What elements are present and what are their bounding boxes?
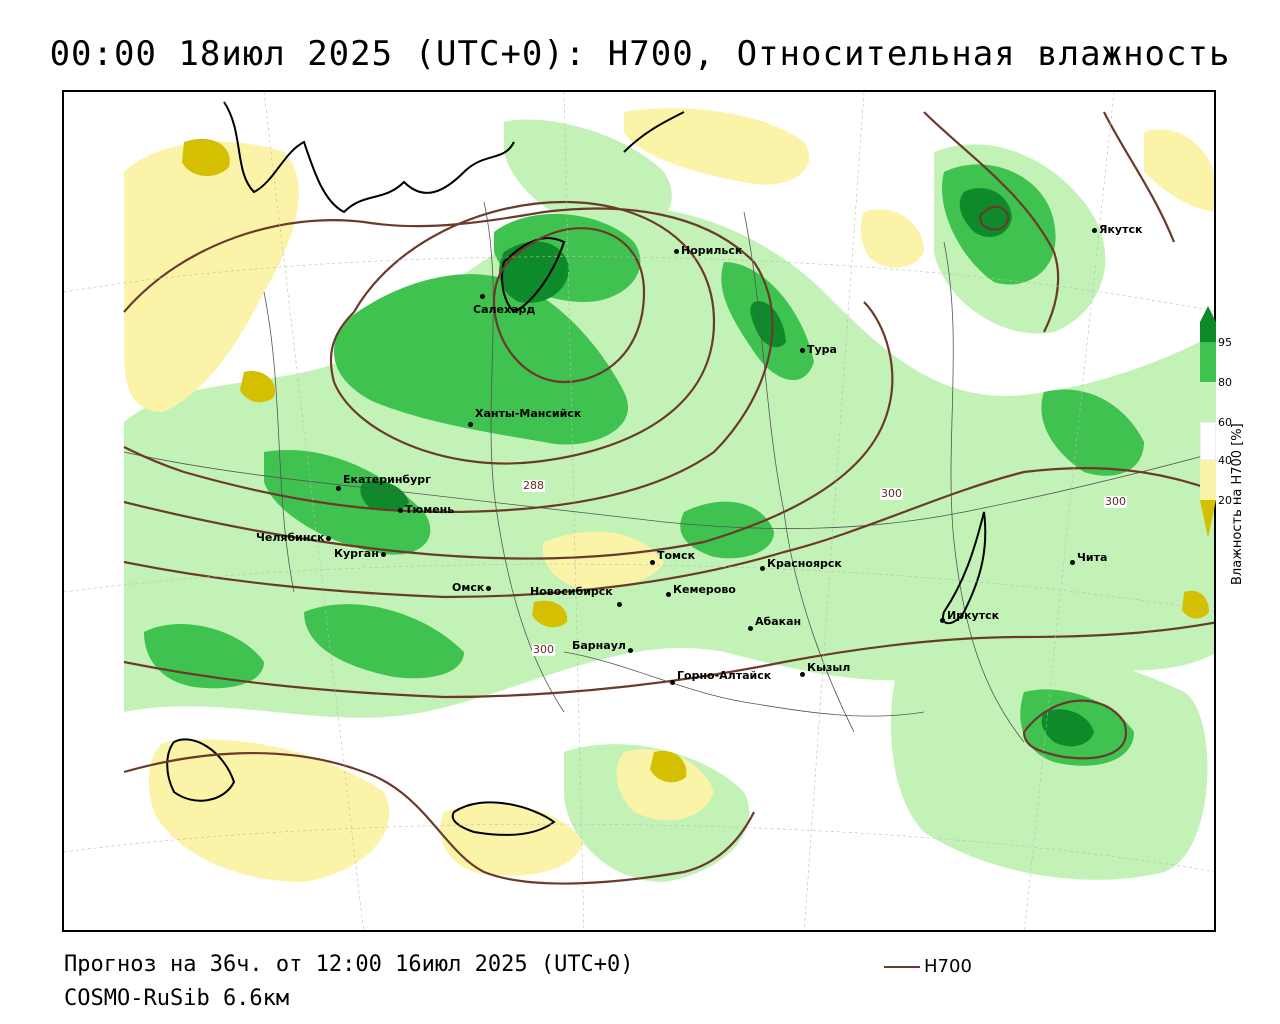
legend-tick: 60 <box>1218 416 1232 429</box>
humidity-fill-dry-dark <box>182 138 1209 783</box>
contour-line-legend: H700 <box>884 956 972 977</box>
city-tyumen: Тюмень <box>398 504 454 516</box>
city-dot <box>760 565 765 571</box>
city-dot <box>674 248 679 254</box>
city-salekhard: Салехард <box>473 290 549 316</box>
city-dot <box>670 679 675 685</box>
city-dot <box>800 347 805 353</box>
city-norilsk: Норильск <box>674 245 742 257</box>
city-dot <box>627 647 633 653</box>
city-label: Новосибирск <box>530 585 613 598</box>
city-kyzyl: Кызыл <box>800 662 850 680</box>
city-irkutsk: Иркутск <box>940 610 999 626</box>
city-label: Ханты-Мансийск <box>475 407 582 420</box>
city-chelyabinsk: Челябинск <box>256 532 333 544</box>
city-label: Якутск <box>1099 223 1143 236</box>
city-dot <box>666 591 671 597</box>
forecast-info: Прогноз на 36ч. от 12:00 16июл 2025 (UTC… <box>64 952 634 977</box>
humidity-fill-dark <box>360 188 1094 747</box>
city-dot <box>336 485 341 491</box>
city-kurgan: Курган <box>334 548 388 560</box>
colorbar-segment <box>1200 322 1216 342</box>
colorbar-segment <box>1200 342 1216 382</box>
city-label: Тюмень <box>405 503 455 516</box>
humidity-map-graphic <box>64 92 1214 930</box>
contour-label: 300 <box>880 487 903 500</box>
city-label: Красноярск <box>767 557 842 570</box>
city-dot <box>748 625 753 631</box>
city-dot <box>480 293 485 299</box>
legend-tick: 20 <box>1218 494 1232 507</box>
city-kemerovo: Кемерово <box>666 584 736 600</box>
city-dot <box>940 617 945 623</box>
region-borders <box>123 201 1214 743</box>
city-label: Абакан <box>755 615 802 628</box>
city-dot <box>1092 227 1097 233</box>
city-dot <box>380 551 386 557</box>
graticule <box>64 92 1214 930</box>
city-label: Норильск <box>681 244 743 257</box>
contour-line-swatch <box>884 966 920 968</box>
colorbar-top-arrow <box>1200 306 1216 322</box>
city-label: Чита <box>1077 551 1108 564</box>
city-dot <box>616 601 622 607</box>
city-gorno-altaysk: Горно-Алтайск <box>670 670 771 688</box>
city-dot <box>1070 559 1075 565</box>
city-label: Иркутск <box>947 609 1000 622</box>
city-dot <box>800 671 805 677</box>
city-yekaterinburg: Екатеринбург <box>336 474 431 494</box>
humidity-fill-dry-light <box>124 108 1214 882</box>
city-label: Барнаул <box>572 639 626 652</box>
city-label: Салехард <box>473 303 536 316</box>
city-label: Курган <box>334 547 379 560</box>
city-label: Кызыл <box>807 661 851 674</box>
city-dot <box>468 421 473 427</box>
city-tomsk: Томск <box>650 550 695 568</box>
city-omsk: Омск <box>452 582 493 594</box>
city-label: Челябинск <box>256 531 325 544</box>
h700-contours <box>123 111 1214 885</box>
city-novosibirsk: Новосибирск <box>530 585 624 607</box>
city-label: Тура <box>807 343 837 356</box>
city-dot <box>326 535 332 541</box>
city-label: Томск <box>657 549 696 562</box>
contour-line-label: H700 <box>924 956 972 977</box>
colorbar-bottom-arrow <box>1200 500 1216 538</box>
city-barnaul: Барнаул <box>572 639 635 653</box>
legend-tick: 95 <box>1218 336 1232 349</box>
city-dot <box>650 559 655 565</box>
map-area: 288 300 300 300 Салехард Норильск Тура Я… <box>62 90 1216 932</box>
contour-label: 300 <box>532 643 555 656</box>
colorbar-segment <box>1200 382 1216 422</box>
city-dot <box>486 585 492 591</box>
city-label: Кемерово <box>673 583 736 596</box>
model-name: COSMO-RuSib 6.6км <box>64 986 290 1011</box>
city-krasnoyarsk: Красноярск <box>760 558 842 574</box>
city-abakan: Абакан <box>748 616 801 634</box>
contour-label: 288 <box>522 479 545 492</box>
city-dot <box>398 507 403 513</box>
colorbar-segment <box>1200 460 1216 500</box>
humidity-colorbar <box>1200 306 1216 538</box>
legend-tick: 40 <box>1218 454 1232 467</box>
colorbar-segment <box>1200 421 1216 461</box>
city-tura: Тура <box>800 344 837 356</box>
contour-label: 300 <box>1104 495 1127 508</box>
legend-title: Влажность на H700 [%] <box>1230 423 1245 585</box>
city-khanty-mansiysk: Ханты-Мансийск <box>468 408 581 430</box>
legend-tick: 80 <box>1218 376 1232 389</box>
city-label: Горно-Алтайск <box>677 669 772 682</box>
city-label: Омск <box>452 581 485 594</box>
city-chita: Чита <box>1070 552 1107 568</box>
city-yakutsk: Якутск <box>1092 224 1142 236</box>
map-title: 00:00 18июл 2025 (UTC+0): H700, Относите… <box>49 34 1231 74</box>
city-label: Екатеринбург <box>343 473 431 486</box>
